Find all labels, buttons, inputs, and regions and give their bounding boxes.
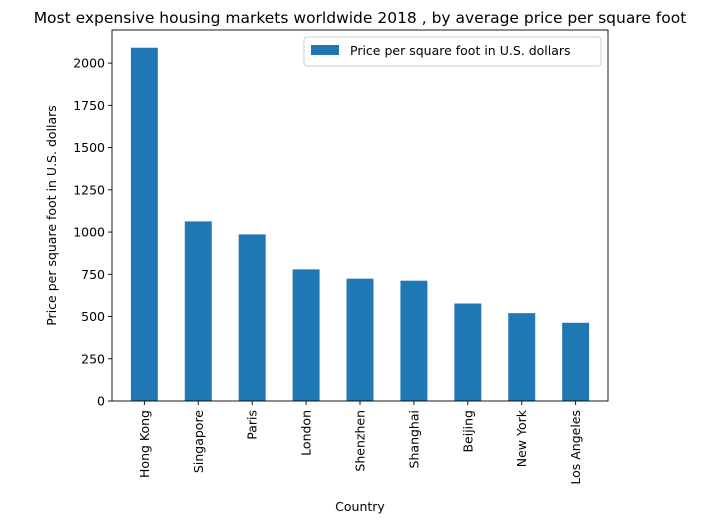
x-axis-label: Country	[335, 499, 385, 514]
chart-title: Most expensive housing markets worldwide…	[34, 9, 687, 27]
x-tick-label: Hong Kong	[137, 410, 152, 478]
bar-los-angeles	[562, 322, 590, 401]
y-tick-label: 500	[81, 309, 105, 324]
y-tick-label: 2000	[73, 56, 105, 71]
x-tick-label: Shenzhen	[353, 410, 368, 472]
x-axis-ticks: Hong Kong Singapore Paris London Shenzhen Sha…	[137, 401, 583, 485]
x-tick-label: Los Angeles	[568, 410, 583, 485]
y-axis-ticks: 0 250 500 750 1000 1250 1500 1750 2000	[73, 56, 112, 409]
bar-shenzhen	[346, 278, 374, 401]
bar-paris	[238, 234, 266, 401]
bar-london	[292, 269, 320, 401]
bar-singapore	[184, 221, 212, 401]
legend-box	[303, 36, 602, 67]
x-tick-label: Shanghai	[406, 410, 421, 468]
legend: Price per square foot in U.S. dollars	[303, 36, 602, 67]
x-tick-label: Singapore	[191, 410, 206, 473]
x-tick-label: Beijing	[460, 410, 475, 453]
y-axis-label: Price per square foot in U.S. dollars	[44, 105, 59, 326]
y-tick-label: 0	[97, 394, 105, 409]
bar-hong-kong	[130, 47, 158, 402]
y-tick-label: 1000	[73, 225, 105, 240]
y-tick-label: 1500	[73, 140, 105, 155]
x-tick-label: London	[299, 410, 314, 456]
bar-beijing	[454, 303, 482, 401]
bar-shanghai	[400, 280, 428, 401]
y-tick-label: 250	[81, 351, 105, 366]
y-tick-label: 1750	[73, 98, 105, 113]
legend-label: Price per square foot in U.S. dollars	[350, 43, 571, 58]
x-tick-label: Paris	[245, 410, 260, 440]
y-tick-label: 750	[81, 267, 105, 282]
y-tick-label: 1250	[73, 182, 105, 197]
plot-frame	[111, 29, 609, 402]
bar-new-york	[508, 313, 536, 401]
legend-swatch	[311, 45, 339, 55]
bars-group	[130, 47, 590, 402]
x-tick-label: New York	[514, 409, 529, 467]
